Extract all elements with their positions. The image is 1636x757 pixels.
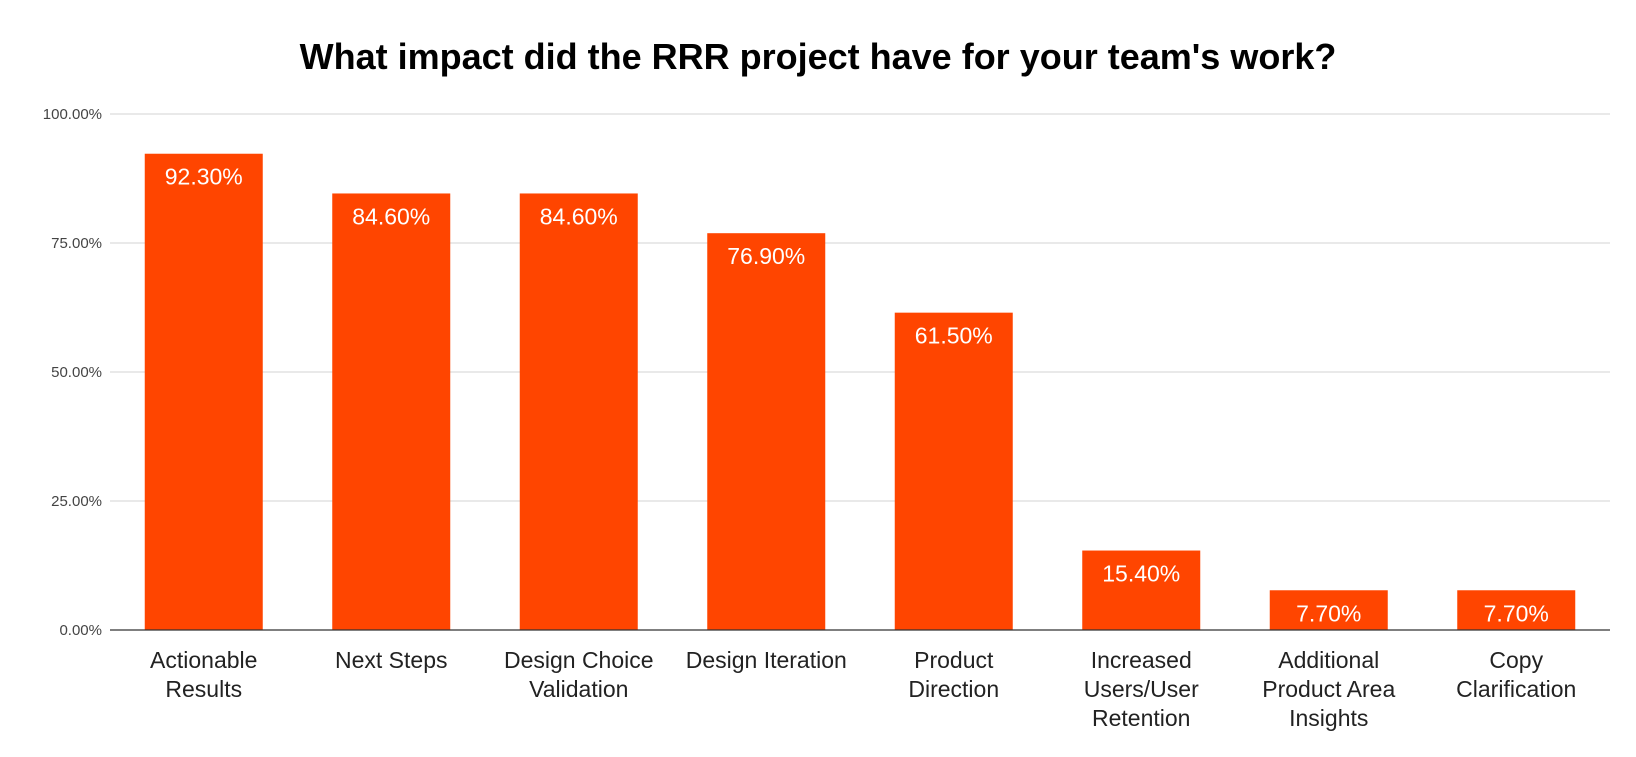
- x-tick-label: Product Direction: [908, 647, 999, 702]
- x-tick-label-line: Design Iteration: [686, 647, 847, 673]
- y-tick-label: 25.00%: [51, 493, 102, 510]
- x-tick-label: Design Choice Validation: [504, 647, 654, 702]
- x-tick-label-line: Direction: [908, 676, 999, 702]
- x-tick-label-line: Design Choice: [504, 647, 654, 673]
- data-label: 92.30%: [165, 164, 243, 190]
- x-tick-label-line: Insights: [1289, 705, 1368, 731]
- x-tick-label-line: Product Area: [1262, 676, 1395, 702]
- x-tick-label: Actionable Results: [150, 647, 257, 702]
- x-tick-label-line: Next Steps: [335, 647, 448, 673]
- data-label: 84.60%: [540, 203, 618, 229]
- bar: [1082, 550, 1201, 630]
- bar: [1269, 590, 1388, 630]
- x-tick-label-line: Retention: [1092, 705, 1190, 731]
- data-label: 61.50%: [915, 323, 993, 349]
- bar: [894, 312, 1013, 630]
- x-tick-label-line: Additional: [1278, 647, 1379, 673]
- y-axis-tick-labels: 0.00% 25.00% 50.00% 75.00% 100.00%: [43, 106, 102, 639]
- data-label: 84.60%: [352, 203, 430, 229]
- bar: [707, 233, 826, 631]
- x-tick-label: Increased Users/User Retention: [1084, 647, 1199, 731]
- data-label: 15.40%: [1102, 561, 1180, 587]
- x-tick-label-line: Validation: [529, 676, 628, 702]
- x-axis-tick-labels: Actionable Results Next Steps Design Choice…: [150, 647, 1576, 731]
- x-tick-label-line: Product: [914, 647, 994, 673]
- chart-title: What impact did the RRR project have for…: [300, 36, 1337, 77]
- bar: [519, 193, 638, 631]
- y-tick-label: 75.00%: [51, 235, 102, 252]
- y-tick-label: 100.00%: [43, 106, 102, 123]
- x-tick-label-line: Actionable: [150, 647, 257, 673]
- x-tick-label-line: Results: [165, 676, 242, 702]
- data-label: 76.90%: [727, 243, 805, 269]
- x-tick-label-line: Increased: [1091, 647, 1192, 673]
- x-tick-label: Design Iteration: [686, 647, 847, 673]
- x-tick-label: Next Steps: [335, 647, 448, 673]
- x-tick-label-line: Copy: [1489, 647, 1543, 673]
- x-tick-label: Additional Product Area Insights: [1262, 647, 1395, 731]
- x-tick-label-line: Clarification: [1456, 676, 1576, 702]
- bar: [144, 153, 263, 630]
- x-tick-label: Copy Clarification: [1456, 647, 1576, 702]
- x-tick-label-line: Users/User: [1084, 676, 1199, 702]
- bar: [332, 193, 451, 631]
- data-labels: 92.30% 84.60% 84.60% 76.90% 61.50% 15.40% 7.70…: [165, 164, 1549, 627]
- data-label: 7.70%: [1484, 600, 1549, 626]
- y-tick-label: 0.00%: [59, 622, 102, 639]
- data-label: 7.70%: [1296, 600, 1361, 626]
- y-tick-label: 50.00%: [51, 364, 102, 381]
- bars: [144, 153, 1576, 631]
- bar: [1457, 590, 1576, 630]
